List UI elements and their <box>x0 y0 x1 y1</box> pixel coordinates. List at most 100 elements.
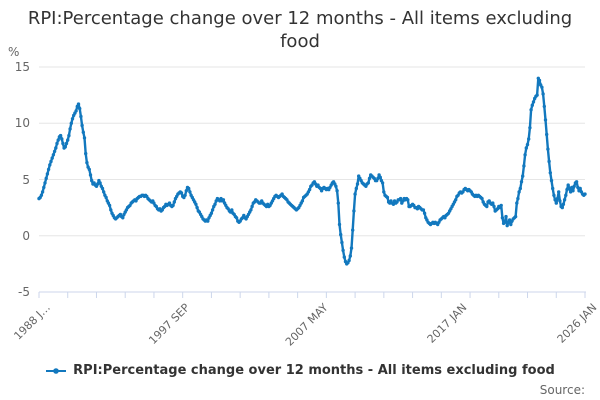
data-point[interactable] <box>347 258 351 263</box>
data-point[interactable] <box>535 93 539 97</box>
data-point[interactable] <box>421 208 426 212</box>
data-point[interactable] <box>352 209 356 213</box>
data-point[interactable] <box>230 208 234 212</box>
data-point[interactable] <box>54 146 58 150</box>
data-point[interactable] <box>85 160 89 165</box>
data-point[interactable] <box>547 159 551 164</box>
data-point[interactable] <box>367 176 372 181</box>
data-point[interactable] <box>76 102 81 106</box>
data-point[interactable] <box>524 146 528 150</box>
data-point[interactable] <box>378 175 382 179</box>
data-point[interactable] <box>60 137 64 141</box>
data-point[interactable] <box>88 173 93 177</box>
data-point[interactable] <box>87 167 92 172</box>
data-point[interactable] <box>194 202 198 206</box>
data-point[interactable] <box>519 180 524 184</box>
data-point[interactable] <box>500 216 505 220</box>
data-point[interactable] <box>480 196 484 201</box>
data-point[interactable] <box>523 153 527 157</box>
data-point[interactable] <box>183 193 187 197</box>
data-point[interactable] <box>380 181 385 185</box>
data-point[interactable] <box>354 186 358 191</box>
data-point[interactable] <box>335 189 339 193</box>
data-point[interactable] <box>107 203 112 208</box>
data-point[interactable] <box>336 201 340 205</box>
data-point[interactable] <box>179 191 184 195</box>
data-point[interactable] <box>63 145 67 149</box>
data-point[interactable] <box>44 176 48 181</box>
data-point[interactable] <box>90 178 94 183</box>
data-point[interactable] <box>543 118 548 122</box>
data-point[interactable] <box>209 211 214 215</box>
data-point[interactable] <box>541 92 545 96</box>
data-point[interactable] <box>49 159 53 164</box>
data-point[interactable] <box>74 109 78 113</box>
data-point[interactable] <box>528 126 532 130</box>
data-point[interactable] <box>171 203 175 208</box>
data-point[interactable] <box>485 204 489 209</box>
data-point[interactable] <box>300 199 305 203</box>
data-point[interactable] <box>422 211 427 215</box>
data-point[interactable] <box>250 204 254 209</box>
data-point[interactable] <box>516 196 520 201</box>
data-point[interactable] <box>552 193 556 197</box>
data-point[interactable] <box>339 232 343 237</box>
data-point[interactable] <box>104 195 108 200</box>
data-point[interactable] <box>42 185 46 190</box>
data-point[interactable] <box>561 202 566 206</box>
data-point[interactable] <box>504 214 508 219</box>
data-point[interactable] <box>307 187 312 192</box>
data-point[interactable] <box>55 141 59 146</box>
data-point[interactable] <box>454 198 458 202</box>
data-point[interactable] <box>61 141 65 146</box>
data-point[interactable] <box>525 142 530 147</box>
data-point[interactable] <box>221 198 226 202</box>
data-point[interactable] <box>555 196 560 201</box>
data-point[interactable] <box>499 203 503 208</box>
data-point[interactable] <box>102 190 106 194</box>
data-point[interactable] <box>572 184 576 188</box>
data-point[interactable] <box>518 186 522 191</box>
data-point[interactable] <box>66 138 70 142</box>
data-point[interactable] <box>529 108 533 112</box>
data-point[interactable] <box>522 164 526 168</box>
data-point[interactable] <box>40 190 45 194</box>
data-point[interactable] <box>78 106 82 111</box>
data-point[interactable] <box>121 216 125 220</box>
data-point[interactable] <box>46 167 51 172</box>
data-point[interactable] <box>80 123 84 128</box>
data-point[interactable] <box>366 181 370 185</box>
data-point[interactable] <box>51 153 56 157</box>
data-point[interactable] <box>79 114 83 119</box>
data-point[interactable] <box>537 78 542 83</box>
data-point[interactable] <box>45 172 50 176</box>
data-point[interactable] <box>505 223 509 228</box>
data-point[interactable] <box>398 196 403 201</box>
data-point[interactable] <box>84 151 88 156</box>
data-point[interactable] <box>100 186 105 191</box>
data-point[interactable] <box>58 133 63 138</box>
data-point[interactable] <box>109 208 113 212</box>
data-point[interactable] <box>492 204 496 209</box>
data-point[interactable] <box>172 200 176 204</box>
data-point[interactable] <box>574 180 579 184</box>
data-point[interactable] <box>184 189 188 193</box>
data-point[interactable] <box>578 186 582 191</box>
data-point[interactable] <box>509 222 513 227</box>
data-point[interactable] <box>558 199 562 203</box>
data-point[interactable] <box>491 201 495 205</box>
data-point[interactable] <box>337 222 342 227</box>
data-point[interactable] <box>52 149 57 154</box>
data-point[interactable] <box>341 248 345 253</box>
data-point[interactable] <box>50 156 54 160</box>
data-point[interactable] <box>187 186 191 191</box>
data-point[interactable] <box>69 121 74 126</box>
data-point[interactable] <box>351 228 355 232</box>
data-point[interactable] <box>554 201 558 205</box>
data-point[interactable] <box>517 190 521 194</box>
data-point[interactable] <box>527 137 531 141</box>
data-point[interactable] <box>64 141 69 146</box>
data-point[interactable] <box>188 190 192 194</box>
data-point[interactable] <box>557 190 561 194</box>
data-point[interactable] <box>355 182 360 186</box>
